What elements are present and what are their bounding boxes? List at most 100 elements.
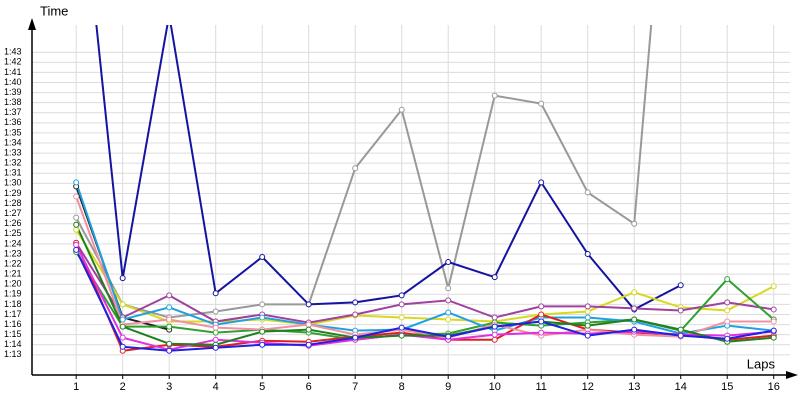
x-tick-label: 9 (445, 381, 451, 393)
point (770, 334, 777, 341)
x-tick-label: 3 (166, 381, 172, 393)
y-tick-label: 1:28 (4, 198, 22, 208)
point (166, 340, 173, 347)
point (73, 214, 80, 221)
y-tick-label: 1:30 (4, 178, 22, 188)
point (167, 12, 172, 17)
point (491, 92, 498, 99)
series-line (75, 249, 774, 352)
point (259, 253, 266, 260)
x-tick-label: 4 (213, 381, 219, 393)
series-line (75, 242, 774, 324)
point (445, 285, 452, 292)
point (584, 303, 591, 310)
y-tick-label: 1:20 (4, 279, 22, 289)
y-axis-label: Time (40, 3, 68, 18)
point (166, 323, 173, 330)
point (770, 318, 777, 325)
y-tick-label: 1:27 (4, 208, 22, 218)
point (305, 341, 312, 348)
grid: 1:131:141:151:161:171:181:191:201:211:22… (4, 25, 790, 393)
y-tick-label: 1:15 (4, 329, 22, 339)
point (631, 289, 638, 296)
x-tick-label: 6 (306, 381, 312, 393)
x-tick-label: 1 (73, 381, 79, 393)
point (73, 179, 80, 186)
point (538, 318, 545, 325)
point (305, 321, 312, 328)
y-tick-label: 1:22 (4, 258, 22, 268)
x-tick-label: 15 (721, 381, 733, 393)
point (166, 347, 173, 354)
y-tick-label: 1:25 (4, 228, 22, 238)
y-tick-label: 1:39 (4, 87, 22, 97)
series-line (75, 224, 774, 346)
y-tick-label: 1:43 (4, 47, 22, 57)
point (724, 276, 731, 283)
point (770, 306, 777, 313)
y-tick-label: 1:14 (4, 339, 22, 349)
series-line (95, 25, 682, 311)
point (538, 329, 545, 336)
y-tick-label: 1:40 (4, 77, 22, 87)
x-axis-label: Laps (747, 356, 776, 371)
point (538, 311, 545, 318)
y-tick-label: 1:32 (4, 158, 22, 168)
y-tick-label: 1:35 (4, 127, 22, 137)
point (584, 250, 591, 257)
point (166, 304, 173, 311)
point (491, 274, 498, 281)
point (398, 324, 405, 331)
y-tick-label: 1:23 (4, 248, 22, 258)
y-tick-label: 1:26 (4, 218, 22, 228)
y-tick-label: 1:24 (4, 238, 22, 248)
x-tick-label: 2 (120, 381, 126, 393)
point (491, 323, 498, 330)
point (352, 299, 359, 306)
point (305, 301, 312, 308)
point (166, 316, 173, 323)
x-tick-label: 14 (675, 381, 687, 393)
point (305, 326, 312, 333)
point (212, 324, 219, 331)
point (631, 326, 638, 333)
x-arrow (786, 371, 798, 379)
point (259, 328, 266, 335)
y-tick-label: 1:33 (4, 147, 22, 157)
x-tick-label: 5 (259, 381, 265, 393)
point (212, 308, 219, 315)
point (770, 283, 777, 290)
y-tick-label: 1:29 (4, 188, 22, 198)
y-tick-label: 1:18 (4, 299, 22, 309)
point (770, 327, 777, 334)
point (677, 307, 684, 314)
point (491, 336, 498, 343)
point (677, 326, 684, 333)
point (352, 165, 359, 172)
plot-area (73, 12, 777, 354)
point (724, 318, 731, 325)
point (724, 307, 731, 314)
x-tick-label: 8 (399, 381, 405, 393)
y-tick-label: 1:37 (4, 107, 22, 117)
point (631, 220, 638, 227)
point (73, 221, 80, 228)
series-line (75, 196, 774, 339)
point (259, 341, 266, 348)
point (119, 343, 126, 350)
point (73, 193, 80, 200)
point (445, 316, 452, 323)
point (491, 331, 498, 338)
y-tick-label: 1:17 (4, 309, 22, 319)
x-tick-label: 10 (489, 381, 501, 393)
point (119, 316, 126, 323)
point (73, 226, 80, 233)
point (584, 308, 591, 315)
y-tick-label: 1:31 (4, 168, 22, 178)
point (445, 333, 452, 340)
y-tick-label: 1:42 (4, 57, 22, 67)
point (73, 246, 80, 253)
point (398, 314, 405, 321)
series-line (75, 229, 775, 326)
y-tick-label: 1:41 (4, 67, 22, 77)
